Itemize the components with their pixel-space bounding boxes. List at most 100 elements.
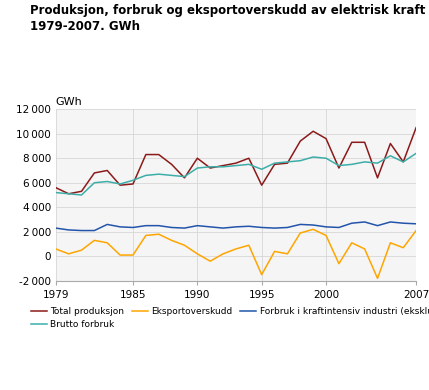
Brutto forbruk: [336, 163, 341, 168]
Brutto forbruk: [79, 193, 84, 197]
Eksportoverskudd: [246, 243, 251, 248]
Line: Eksportoverskudd: Eksportoverskudd: [56, 229, 416, 278]
Eksportoverskudd: [53, 246, 58, 251]
Brutto forbruk: [362, 160, 367, 164]
Line: Brutto forbruk: Brutto forbruk: [56, 153, 416, 195]
Brutto forbruk: [388, 153, 393, 158]
Eksportoverskudd: [195, 252, 200, 256]
Eksportoverskudd: [66, 252, 71, 256]
Brutto forbruk: [285, 160, 290, 164]
Forbruk i kraftintensiv industri (eksklusive uprioritert kraft til elektrokjeler): [156, 223, 161, 228]
Forbruk i kraftintensiv industri (eksklusive uprioritert kraft til elektrokjeler): [143, 223, 148, 228]
Line: Forbruk i kraftintensiv industri (eksklusive uprioritert kraft til elektrokjeler): Forbruk i kraftintensiv industri (eksklu…: [56, 222, 416, 230]
Eksportoverskudd: [118, 253, 123, 257]
Eksportoverskudd: [401, 245, 406, 250]
Forbruk i kraftintensiv industri (eksklusive uprioritert kraft til elektrokjeler): [182, 226, 187, 230]
Brutto forbruk: [311, 155, 316, 160]
Total produksjon: [233, 161, 239, 165]
Forbruk i kraftintensiv industri (eksklusive uprioritert kraft til elektrokjeler): [349, 221, 354, 225]
Eksportoverskudd: [375, 276, 380, 281]
Eksportoverskudd: [362, 246, 367, 251]
Eksportoverskudd: [259, 272, 264, 277]
Forbruk i kraftintensiv industri (eksklusive uprioritert kraft til elektrokjeler): [362, 220, 367, 224]
Forbruk i kraftintensiv industri (eksklusive uprioritert kraft til elektrokjeler): [401, 221, 406, 225]
Forbruk i kraftintensiv industri (eksklusive uprioritert kraft til elektrokjeler): [169, 225, 174, 230]
Total produksjon: [208, 166, 213, 170]
Forbruk i kraftintensiv industri (eksklusive uprioritert kraft til elektrokjeler): [92, 228, 97, 233]
Eksportoverskudd: [233, 246, 239, 251]
Eksportoverskudd: [105, 241, 110, 245]
Eksportoverskudd: [169, 238, 174, 243]
Brutto forbruk: [156, 172, 161, 177]
Total produksjon: [79, 189, 84, 194]
Forbruk i kraftintensiv industri (eksklusive uprioritert kraft til elektrokjeler): [118, 225, 123, 229]
Total produksjon: [130, 182, 136, 186]
Brutto forbruk: [105, 179, 110, 184]
Brutto forbruk: [233, 163, 239, 168]
Total produksjon: [272, 162, 277, 167]
Forbruk i kraftintensiv industri (eksklusive uprioritert kraft til elektrokjeler): [323, 225, 329, 229]
Total produksjon: [323, 136, 329, 141]
Eksportoverskudd: [221, 252, 226, 256]
Forbruk i kraftintensiv industri (eksklusive uprioritert kraft til elektrokjeler): [208, 225, 213, 229]
Eksportoverskudd: [92, 238, 97, 243]
Forbruk i kraftintensiv industri (eksklusive uprioritert kraft til elektrokjeler): [53, 226, 58, 230]
Eksportoverskudd: [272, 249, 277, 254]
Total produksjon: [143, 152, 148, 157]
Total produksjon: [156, 152, 161, 157]
Line: Total produksjon: Total produksjon: [56, 128, 416, 194]
Total produksjon: [388, 141, 393, 146]
Brutto forbruk: [53, 190, 58, 195]
Eksportoverskudd: [208, 259, 213, 264]
Brutto forbruk: [169, 173, 174, 178]
Text: GWh: GWh: [56, 98, 82, 108]
Total produksjon: [285, 161, 290, 165]
Brutto forbruk: [195, 166, 200, 170]
Total produksjon: [362, 140, 367, 145]
Forbruk i kraftintensiv industri (eksklusive uprioritert kraft til elektrokjeler): [259, 225, 264, 230]
Total produksjon: [182, 176, 187, 180]
Total produksjon: [375, 176, 380, 180]
Brutto forbruk: [246, 162, 251, 167]
Forbruk i kraftintensiv industri (eksklusive uprioritert kraft til elektrokjeler): [79, 228, 84, 233]
Eksportoverskudd: [143, 233, 148, 238]
Total produksjon: [221, 163, 226, 168]
Total produksjon: [92, 170, 97, 175]
Eksportoverskudd: [323, 233, 329, 238]
Forbruk i kraftintensiv industri (eksklusive uprioritert kraft til elektrokjeler): [414, 222, 419, 226]
Total produksjon: [169, 162, 174, 167]
Eksportoverskudd: [130, 253, 136, 257]
Forbruk i kraftintensiv industri (eksklusive uprioritert kraft til elektrokjeler): [272, 226, 277, 230]
Eksportoverskudd: [311, 227, 316, 232]
Forbruk i kraftintensiv industri (eksklusive uprioritert kraft til elektrokjeler): [246, 224, 251, 229]
Eksportoverskudd: [336, 261, 341, 266]
Brutto forbruk: [208, 165, 213, 169]
Eksportoverskudd: [182, 243, 187, 248]
Total produksjon: [414, 125, 419, 130]
Total produksjon: [401, 160, 406, 164]
Forbruk i kraftintensiv industri (eksklusive uprioritert kraft til elektrokjeler): [375, 223, 380, 228]
Forbruk i kraftintensiv industri (eksklusive uprioritert kraft til elektrokjeler): [233, 225, 239, 229]
Brutto forbruk: [323, 156, 329, 161]
Forbruk i kraftintensiv industri (eksklusive uprioritert kraft til elektrokjeler): [388, 220, 393, 224]
Brutto forbruk: [221, 165, 226, 169]
Total produksjon: [53, 185, 58, 190]
Forbruk i kraftintensiv industri (eksklusive uprioritert kraft til elektrokjeler): [66, 228, 71, 232]
Total produksjon: [246, 156, 251, 161]
Brutto forbruk: [414, 151, 419, 156]
Total produksjon: [311, 129, 316, 134]
Brutto forbruk: [375, 161, 380, 165]
Text: Produksjon, forbruk og eksportoverskudd av elektrisk kraft i juli.
1979-2007. GW: Produksjon, forbruk og eksportoverskudd …: [30, 4, 429, 33]
Brutto forbruk: [401, 160, 406, 164]
Total produksjon: [105, 168, 110, 173]
Brutto forbruk: [272, 161, 277, 165]
Forbruk i kraftintensiv industri (eksklusive uprioritert kraft til elektrokjeler): [221, 226, 226, 230]
Forbruk i kraftintensiv industri (eksklusive uprioritert kraft til elektrokjeler): [285, 225, 290, 230]
Total produksjon: [195, 156, 200, 161]
Forbruk i kraftintensiv industri (eksklusive uprioritert kraft til elektrokjeler): [311, 223, 316, 227]
Forbruk i kraftintensiv industri (eksklusive uprioritert kraft til elektrokjeler): [336, 225, 341, 230]
Forbruk i kraftintensiv industri (eksklusive uprioritert kraft til elektrokjeler): [195, 223, 200, 228]
Brutto forbruk: [130, 178, 136, 183]
Total produksjon: [336, 166, 341, 170]
Brutto forbruk: [182, 174, 187, 179]
